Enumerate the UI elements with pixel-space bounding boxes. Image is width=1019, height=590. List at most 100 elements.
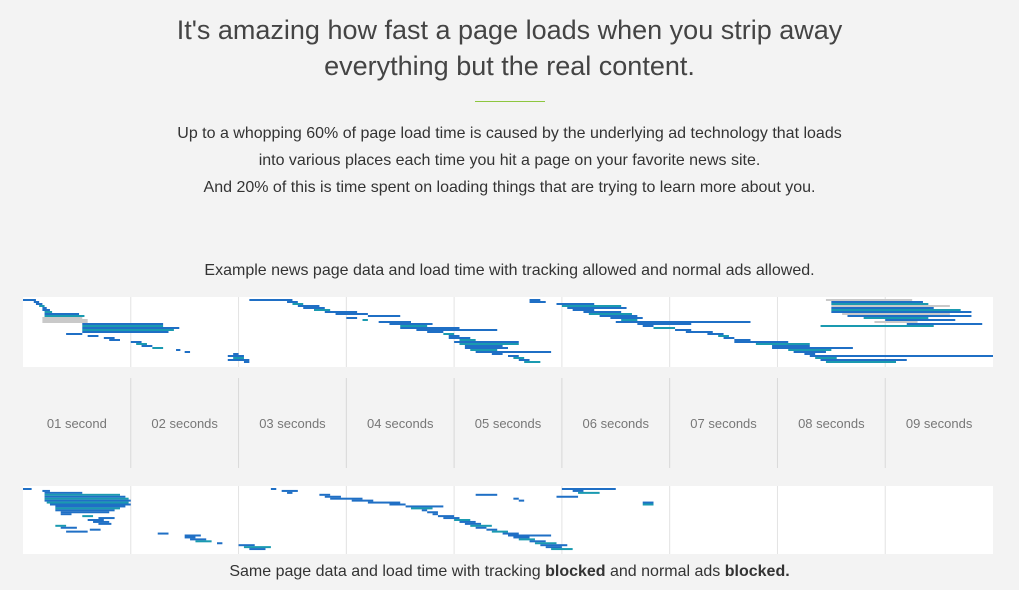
request-bar	[287, 301, 298, 303]
request-bar	[842, 313, 950, 315]
request-bar	[87, 335, 99, 337]
request-bar	[238, 544, 255, 547]
request-bar	[184, 536, 196, 539]
request-bar	[39, 305, 45, 307]
request-bar	[831, 311, 972, 313]
request-bar	[184, 534, 201, 537]
request-bar	[82, 327, 180, 329]
request-bar	[335, 313, 368, 315]
tick-label: 04 seconds	[367, 416, 434, 431]
chart-caption-bottom: Same page data and load time with tracki…	[0, 563, 1019, 581]
request-bar	[217, 542, 223, 545]
request-bar	[176, 349, 181, 351]
request-bar	[454, 519, 471, 521]
request-bar	[42, 309, 50, 311]
request-bar	[793, 351, 826, 353]
request-bar	[109, 339, 120, 341]
request-bar	[567, 307, 627, 309]
request-bar	[804, 353, 816, 355]
request-bar	[470, 524, 492, 527]
request-bar	[103, 337, 115, 339]
request-bar	[831, 305, 950, 307]
panel-background	[23, 486, 993, 554]
request-bar	[809, 355, 993, 357]
request-bar	[44, 495, 126, 498]
request-bar	[459, 520, 476, 523]
request-bar	[831, 307, 934, 309]
request-bar	[427, 511, 438, 514]
request-bar	[734, 341, 789, 343]
request-bar	[346, 317, 358, 319]
headline-line-1: It's amazing how fast a page loads when …	[176, 15, 843, 45]
request-bar	[545, 546, 562, 549]
request-bar	[324, 495, 341, 498]
intro-text: Up to a whopping 60% of page load time i…	[0, 120, 1019, 201]
request-bar	[190, 538, 207, 541]
request-bar	[55, 509, 115, 512]
request-bar	[389, 503, 406, 506]
request-bar	[297, 305, 320, 307]
request-bar	[464, 345, 503, 347]
request-bar	[772, 347, 853, 349]
request-bar	[93, 520, 110, 523]
request-bar	[23, 488, 32, 490]
request-bar	[906, 323, 983, 325]
request-bar	[518, 499, 525, 502]
request-bar	[249, 299, 293, 301]
request-bar	[314, 309, 331, 311]
request-bar	[464, 522, 482, 525]
request-bar	[874, 321, 918, 323]
request-bar	[281, 489, 298, 492]
request-bar	[551, 548, 573, 551]
request-bar	[270, 488, 277, 490]
request-bar	[35, 303, 43, 305]
request-bar	[87, 519, 104, 521]
request-bar	[831, 309, 961, 311]
request-bar	[443, 333, 455, 335]
request-bar	[578, 491, 600, 494]
tick-label: 03 seconds	[259, 416, 326, 431]
request-bar	[23, 299, 36, 301]
request-bar	[400, 325, 428, 327]
request-bar	[60, 511, 110, 514]
time-axis: 01 second 02 seconds 03 seconds 04 seconds 0…	[47, 378, 973, 468]
request-bar	[588, 313, 632, 315]
request-bar	[405, 505, 444, 508]
request-bar	[367, 501, 401, 504]
request-bar	[772, 345, 810, 347]
request-bar	[508, 534, 552, 537]
request-bar	[42, 321, 88, 323]
request-bar	[152, 347, 164, 349]
request-bar	[470, 349, 498, 351]
request-bar	[610, 317, 643, 319]
request-bar	[642, 501, 654, 504]
request-bar	[529, 301, 546, 303]
request-bar	[378, 321, 411, 323]
request-bar	[788, 349, 832, 351]
request-bar	[847, 315, 972, 317]
request-bar	[831, 301, 923, 303]
request-bar	[513, 497, 519, 500]
request-bar	[411, 507, 433, 510]
request-bar	[475, 493, 498, 496]
request-bar	[561, 488, 616, 490]
tick-label: 06 seconds	[583, 416, 650, 431]
request-bar	[60, 526, 77, 529]
request-bar	[518, 359, 530, 361]
request-bar	[389, 323, 433, 325]
request-bar	[227, 359, 250, 361]
request-bar	[421, 509, 428, 512]
request-bar	[243, 546, 271, 549]
request-bar	[432, 513, 438, 516]
request-bar	[540, 544, 568, 547]
request-bar	[443, 517, 460, 520]
request-bar	[459, 339, 476, 341]
request-bar	[55, 507, 121, 510]
request-bar	[351, 499, 374, 502]
request-bar	[475, 351, 552, 353]
request-bar	[44, 315, 85, 317]
request-bar	[534, 542, 557, 545]
request-bar	[831, 303, 929, 305]
tick-label: 09 seconds	[906, 416, 973, 431]
tick-label: 02 seconds	[151, 416, 218, 431]
